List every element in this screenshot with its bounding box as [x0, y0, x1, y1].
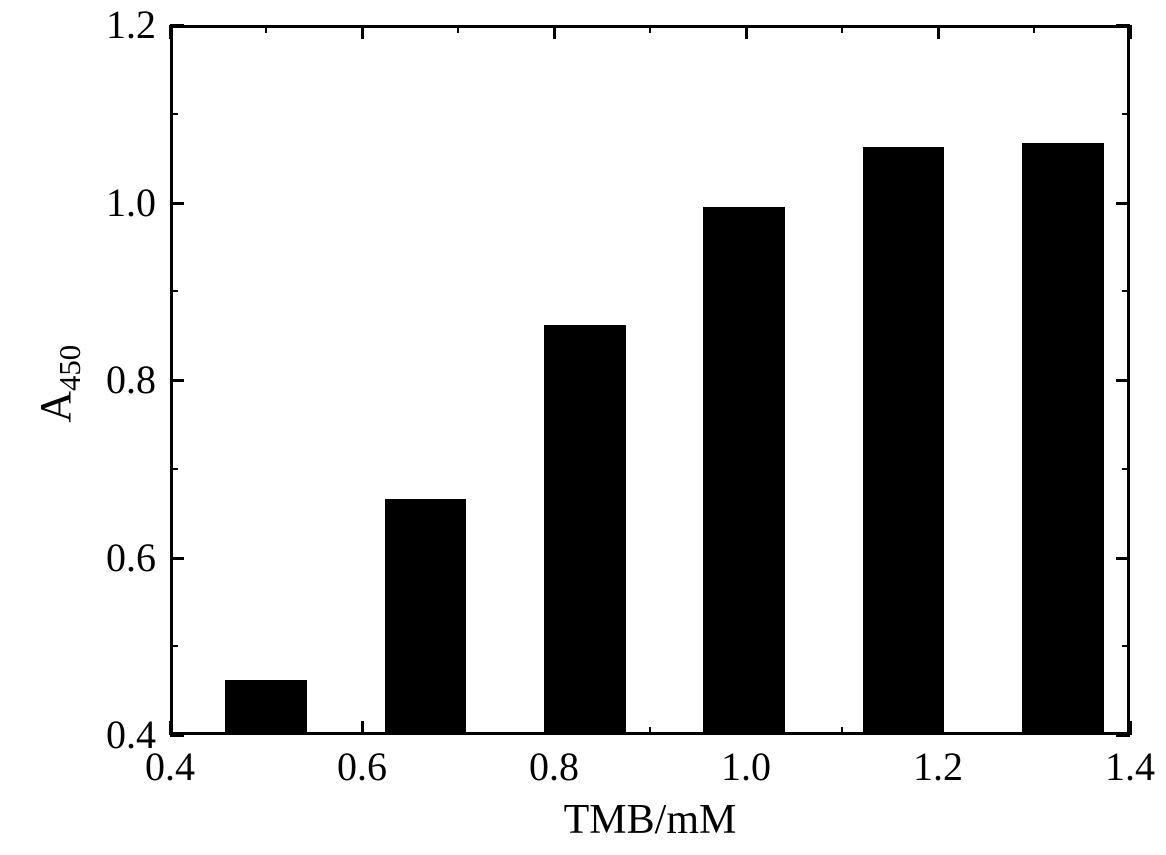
- bar: [1022, 143, 1104, 732]
- x-tick-major-top: [937, 25, 940, 39]
- y-tick-major: [170, 557, 184, 560]
- x-tick-minor: [649, 727, 651, 735]
- x-tick-major-top: [553, 25, 556, 39]
- bar: [544, 325, 626, 732]
- y-tick-minor: [170, 468, 178, 470]
- y-tick-minor-right: [1122, 113, 1130, 115]
- x-tick-major: [169, 721, 172, 735]
- x-tick-minor-top: [265, 25, 267, 33]
- y-tick-minor-right: [1122, 468, 1130, 470]
- x-tick-major-top: [745, 25, 748, 39]
- x-tick-minor-top: [841, 25, 843, 33]
- plot-area: [170, 25, 1130, 735]
- y-tick-minor: [170, 290, 178, 292]
- x-tick-label: 1.0: [696, 747, 796, 787]
- y-tick-label: 1.2: [56, 5, 156, 45]
- y-tick-label: 0.8: [56, 360, 156, 400]
- chart-container: A450 TMB/mM 0.40.60.81.01.21.40.40.60.81…: [0, 0, 1166, 855]
- y-tick-major-right: [1116, 202, 1130, 205]
- bar: [863, 147, 945, 732]
- x-tick-major-top: [361, 25, 364, 39]
- y-tick-major: [170, 24, 184, 27]
- x-axis-label: TMB/mM: [170, 799, 1130, 841]
- y-tick-label: 0.6: [56, 538, 156, 578]
- x-tick-label: 1.4: [1080, 747, 1166, 787]
- x-tick-minor-top: [457, 25, 459, 33]
- y-tick-major: [170, 734, 184, 737]
- x-tick-label: 1.2: [888, 747, 988, 787]
- y-tick-major: [170, 379, 184, 382]
- x-tick-minor-top: [1033, 25, 1035, 33]
- y-tick-minor-right: [1122, 645, 1130, 647]
- y-tick-major-right: [1116, 557, 1130, 560]
- bar: [225, 680, 307, 732]
- y-tick-major-right: [1116, 734, 1130, 737]
- x-tick-label: 0.6: [312, 747, 412, 787]
- x-tick-major-top: [169, 25, 172, 39]
- y-tick-label: 1.0: [56, 183, 156, 223]
- y-tick-minor: [170, 113, 178, 115]
- bar: [385, 499, 467, 732]
- y-tick-major-right: [1116, 379, 1130, 382]
- y-tick-major: [170, 202, 184, 205]
- y-tick-minor-right: [1122, 290, 1130, 292]
- x-tick-label: 0.8: [504, 747, 604, 787]
- x-tick-major: [1129, 721, 1132, 735]
- y-tick-label: 0.4: [56, 715, 156, 755]
- x-tick-major-top: [1129, 25, 1132, 39]
- bar: [703, 207, 785, 732]
- x-tick-minor: [841, 727, 843, 735]
- x-tick-major: [361, 721, 364, 735]
- x-tick-minor-top: [649, 25, 651, 33]
- y-tick-major-right: [1116, 24, 1130, 27]
- y-tick-minor: [170, 645, 178, 647]
